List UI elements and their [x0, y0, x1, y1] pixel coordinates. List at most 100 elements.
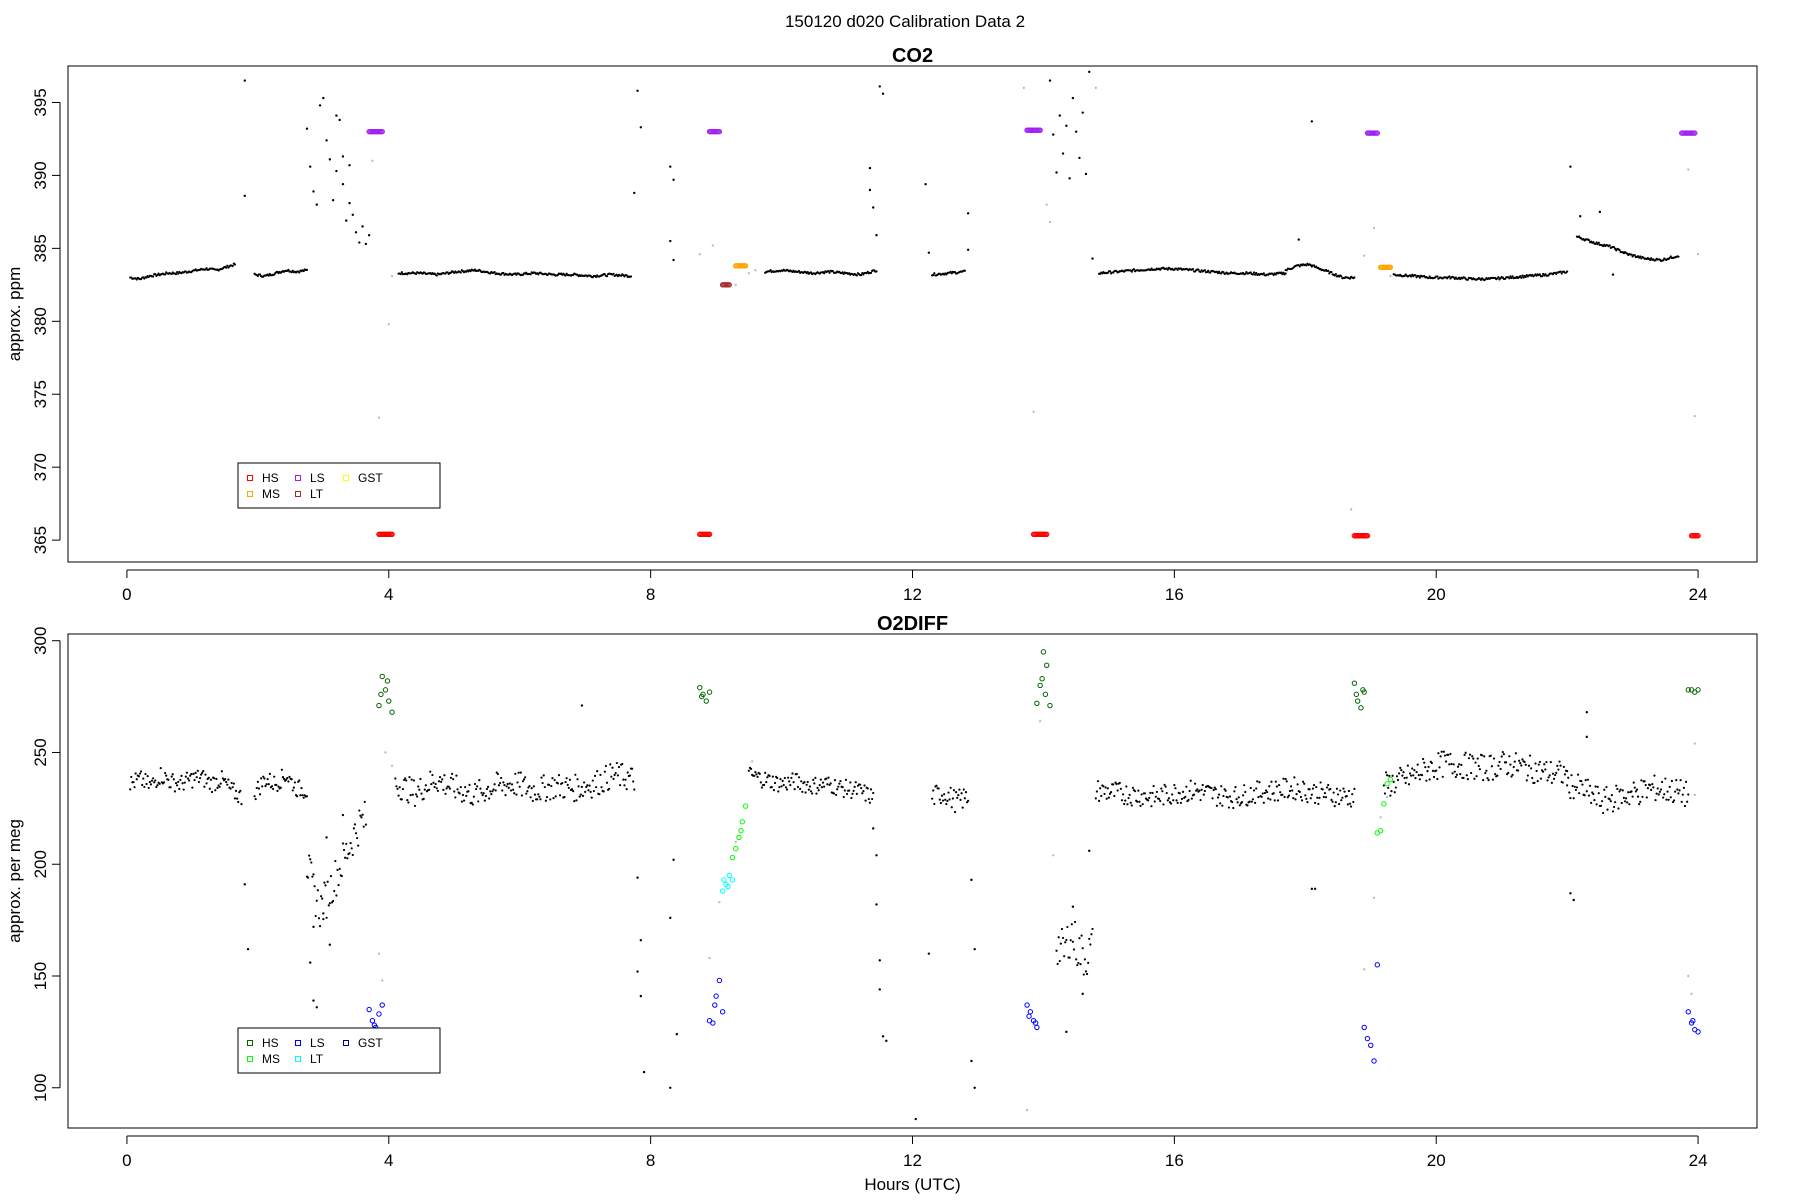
- o2diff-ambient-point: [1439, 755, 1442, 758]
- o2diff-ambient-point: [632, 780, 635, 783]
- o2diff-ambient-point: [575, 799, 578, 802]
- o2diff-ambient-point: [621, 762, 624, 766]
- co2-ambient-point: [633, 191, 636, 195]
- co2-ambient-point: [1436, 275, 1439, 278]
- o2diff-ambient-point: [1683, 804, 1687, 808]
- o2diff-y-tick-label: 100: [31, 1074, 50, 1102]
- o2diff-ambient-point: [544, 799, 547, 802]
- co2-ambient-point: [331, 199, 335, 202]
- o2diff-ambient-point: [492, 788, 495, 791]
- o2diff-ambient-point: [844, 778, 848, 781]
- o2diff-ambient-point: [190, 772, 193, 776]
- o2diff-ambient-point: [491, 790, 494, 793]
- co2-ambient-point: [1203, 269, 1207, 272]
- o2diff-ambient-point: [617, 765, 621, 769]
- o2diff-ambient-point: [257, 787, 261, 790]
- o2diff-ambient-point: [1592, 792, 1595, 796]
- o2diff-ambient-point: [1475, 775, 1478, 778]
- o2diff-ambient-point: [479, 787, 482, 790]
- o2diff-ambient-point: [1227, 806, 1231, 809]
- o2diff-ambient-point: [630, 767, 634, 770]
- o2diff-ambient-point: [1188, 789, 1191, 793]
- o2diff-ambient-point: [669, 916, 672, 920]
- o2diff-ambient-point: [230, 781, 233, 785]
- o2diff-ambient-point: [1580, 780, 1583, 783]
- o2diff-ambient-point: [959, 798, 962, 801]
- o2diff-ambient-point: [1121, 793, 1125, 796]
- o2diff-cal-ms-point: [738, 828, 744, 834]
- o2diff-ambient-point: [1123, 802, 1126, 806]
- o2diff-ambient-point: [946, 799, 949, 803]
- o2diff-ambient-point: [1430, 761, 1433, 765]
- o2diff-ambient-point: [1432, 775, 1436, 779]
- o2diff-ambient-point: [792, 781, 795, 784]
- o2diff-ambient-point: [1077, 961, 1080, 965]
- o2diff-ambient-point: [1494, 773, 1497, 776]
- o2diff-ambient-point: [1292, 797, 1295, 800]
- o2diff-cal-hs-point: [1360, 687, 1366, 693]
- o2diff-flagged-point: [1363, 968, 1366, 971]
- co2-cal-ms-point: [742, 263, 749, 269]
- o2diff-cal-ls-point: [1368, 1042, 1374, 1048]
- co2-ambient-point: [605, 275, 609, 278]
- o2diff-ambient-point: [1094, 797, 1097, 800]
- o2diff-ambient-point: [335, 894, 338, 897]
- o2diff-ambient-point: [1333, 805, 1336, 808]
- o2diff-ambient-point: [342, 848, 346, 852]
- o2diff-cal-hs-point: [1354, 698, 1361, 704]
- co2-ambient-point: [869, 271, 873, 274]
- o2diff-ambient-point: [1073, 920, 1077, 924]
- o2diff-ambient-point: [1304, 794, 1307, 797]
- o2diff-ambient-point: [318, 924, 322, 928]
- o2diff-ambient-point: [260, 777, 263, 780]
- o2diff-ambient-point: [1587, 794, 1591, 797]
- o2diff-ambient-point: [578, 795, 581, 798]
- o2diff-ambient-point: [885, 1039, 888, 1043]
- o2diff-ambient-point: [352, 827, 355, 830]
- co2-cal-ls-point: [1037, 127, 1043, 133]
- o2diff-flagged-point: [1693, 793, 1697, 797]
- o2diff-ambient-point: [1090, 933, 1093, 936]
- o2diff-ambient-point: [1454, 775, 1457, 779]
- o2diff-ambient-point: [221, 777, 225, 780]
- o2diff-ambient-point: [754, 770, 757, 774]
- co2-ambient-point: [414, 272, 418, 276]
- o2diff-ambient-point: [314, 914, 317, 918]
- o2diff-ambient-point: [1491, 778, 1495, 781]
- o2diff-ambient-point: [931, 797, 934, 800]
- o2diff-ambient-point: [596, 769, 599, 773]
- o2diff-ambient-point: [155, 785, 158, 789]
- o2diff-ambient-point: [1293, 776, 1296, 779]
- co2-ambient-point: [564, 274, 567, 277]
- o2diff-ambient-point: [290, 778, 293, 781]
- o2diff-ambient-point: [1300, 799, 1304, 802]
- o2diff-ambient-point: [1221, 804, 1224, 807]
- o2diff-ambient-point: [849, 781, 852, 784]
- o2diff-ambient-point: [639, 939, 643, 942]
- o2diff-ambient-point: [509, 789, 513, 792]
- co2-ambient-point: [1633, 254, 1636, 257]
- o2diff-ambient-point: [758, 772, 761, 775]
- o2diff-ambient-point: [961, 806, 964, 809]
- co2-ambient-point: [322, 96, 325, 100]
- o2diff-ambient-point: [301, 794, 304, 797]
- o2diff-ambient-point: [169, 786, 172, 789]
- co2-ambient-point: [1078, 156, 1081, 160]
- o2diff-ambient-point: [611, 766, 614, 769]
- o2diff-ambient-point: [1614, 801, 1617, 804]
- o2diff-ambient-point: [494, 789, 497, 792]
- o2diff-ambient-point: [1059, 942, 1062, 945]
- o2diff-ambient-point: [1231, 800, 1234, 804]
- o2diff-ambient-point: [214, 789, 217, 792]
- o2diff-ambient-point: [1569, 892, 1572, 895]
- co2-flagged-point: [1687, 168, 1690, 171]
- o2diff-ambient-point: [1313, 887, 1317, 891]
- o2diff-ambient-point: [1311, 787, 1315, 790]
- o2diff-ambient-point: [467, 790, 470, 793]
- o2diff-ambient-point: [1398, 772, 1401, 775]
- o2diff-ambient-point: [202, 769, 205, 773]
- o2diff-ambient-point: [1675, 779, 1678, 782]
- co2-ambient-point: [1559, 270, 1562, 273]
- o2diff-ambient-point: [1257, 795, 1260, 799]
